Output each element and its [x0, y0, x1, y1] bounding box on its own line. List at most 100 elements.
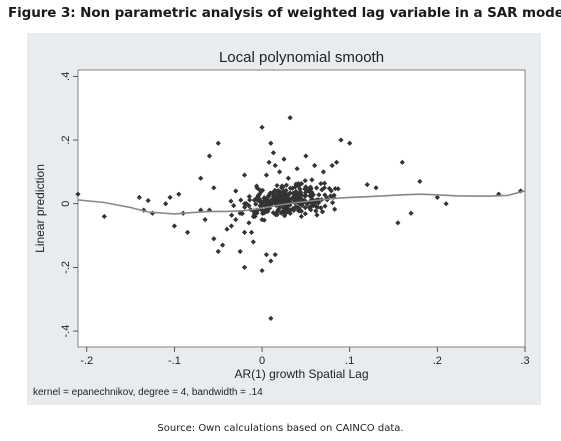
data-point: [241, 229, 248, 235]
data-point: [233, 217, 239, 223]
data-point: [259, 200, 265, 206]
data-point: [270, 150, 277, 156]
data-point: [136, 194, 142, 200]
data-point: [206, 153, 213, 159]
data-point: [292, 204, 298, 211]
y-tick-label: -.2: [60, 261, 72, 274]
data-point: [171, 223, 178, 229]
data-point: [259, 267, 265, 274]
data-point: [163, 201, 169, 207]
data-point: [434, 194, 440, 200]
data-point: [279, 209, 285, 215]
x-axis-label: AR(1) growth Spatial Lag: [234, 367, 368, 381]
data-point: [101, 213, 107, 220]
data-point: [292, 198, 298, 204]
data-point: [274, 197, 280, 203]
data-point: [307, 184, 314, 190]
y-tick-label: 0: [60, 201, 72, 207]
data-point: [215, 248, 221, 255]
data-point: [248, 229, 255, 235]
data-point: [272, 252, 278, 258]
data-point: [229, 212, 235, 218]
data-point: [294, 166, 300, 172]
data-point: [319, 209, 326, 215]
data-point: [75, 191, 81, 197]
data-point: [302, 189, 309, 196]
data-point: [268, 198, 275, 205]
data-point: [228, 198, 234, 204]
data-point: [224, 226, 230, 232]
data-point: [263, 252, 270, 258]
data-point: [237, 248, 243, 255]
data-point: [246, 203, 252, 209]
data-point: [364, 182, 370, 188]
x-tick-label: 0: [259, 355, 265, 367]
data-point: [280, 195, 286, 201]
data-point: [373, 185, 379, 191]
data-point: [252, 210, 258, 216]
data-point: [277, 198, 283, 204]
data-point: [312, 162, 318, 169]
data-point: [254, 183, 260, 189]
data-point: [332, 206, 338, 212]
data-point: [270, 210, 276, 216]
source-note: Source: Own calculations based on CAINCO…: [157, 423, 404, 434]
x-tick-label: -.2: [80, 355, 93, 367]
data-point: [263, 172, 270, 178]
plot-area: [77, 69, 526, 348]
data-point: [333, 159, 340, 165]
data-point: [259, 124, 265, 130]
data-point: [272, 162, 278, 169]
data-point: [299, 192, 305, 198]
data-point: [395, 220, 401, 226]
data-point: [283, 182, 290, 188]
data-point: [239, 211, 245, 217]
y-tick-label: .2: [60, 135, 72, 144]
data-point: [287, 185, 293, 191]
data-point: [276, 169, 283, 175]
data-point: [233, 188, 239, 194]
x-tick-label: .3: [520, 355, 529, 367]
data-point: [443, 201, 449, 207]
x-tick-label: .2: [433, 355, 442, 367]
data-point: [303, 192, 309, 199]
data-point: [335, 186, 341, 192]
data-point: [257, 203, 263, 209]
data-point: [300, 200, 306, 206]
data-point: [298, 213, 304, 220]
data-point: [176, 191, 182, 197]
data-point: [281, 156, 287, 162]
x-tick-label: .1: [345, 355, 354, 367]
data-point: [332, 185, 338, 192]
data-point: [275, 206, 281, 213]
data-point: [308, 193, 314, 200]
data-point: [313, 208, 319, 214]
data-point: [295, 193, 301, 199]
data-point: [287, 197, 293, 203]
data-point: [268, 190, 274, 196]
data-point: [274, 209, 280, 215]
data-point: [295, 205, 301, 211]
data-point: [302, 186, 308, 192]
data-point: [298, 181, 305, 187]
data-point: [259, 187, 266, 194]
data-point: [270, 193, 277, 200]
data-point: [238, 197, 244, 203]
data-point: [315, 204, 321, 210]
y-tick-label: .4: [60, 72, 72, 81]
y-tick-label: -.4: [60, 325, 72, 338]
data-point: [308, 207, 314, 213]
smooth-line: [77, 190, 526, 215]
data-point: [242, 204, 248, 210]
data-point: [287, 210, 293, 217]
data-point: [314, 212, 320, 218]
data-point: [274, 182, 280, 189]
data-point: [268, 258, 274, 264]
data-point: [302, 205, 308, 211]
data-point: [268, 315, 274, 321]
data-point: [253, 196, 259, 202]
data-point: [290, 194, 296, 200]
data-point: [326, 185, 332, 192]
chart-title: Local polynomial smooth: [219, 49, 384, 66]
